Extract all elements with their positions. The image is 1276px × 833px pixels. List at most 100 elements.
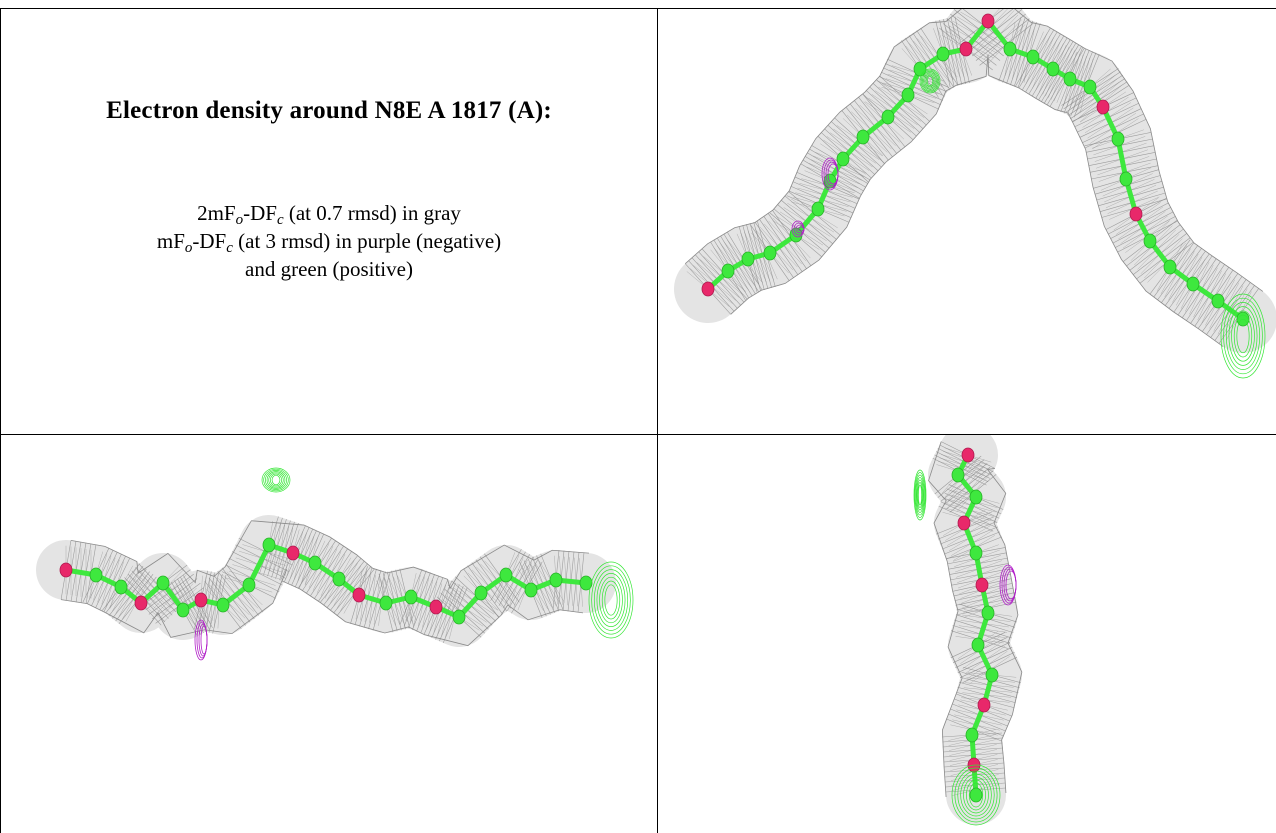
positive-mesh-line <box>261 467 291 493</box>
density-render-bottom-left <box>36 467 634 661</box>
carbon-atom <box>971 637 985 653</box>
carbon-atom <box>901 87 915 103</box>
mesh-edge <box>986 468 1023 794</box>
oxygen-atom <box>1096 99 1110 115</box>
view-top-right <box>658 9 1276 434</box>
positive-mesh-line <box>914 472 926 518</box>
oxygen-atom <box>957 515 971 531</box>
carbon-atom <box>1026 49 1040 65</box>
carbon-atom <box>881 109 895 125</box>
oxygen-atom <box>59 562 73 578</box>
positive-mesh-line <box>593 569 629 631</box>
line2-sub-c: c <box>226 240 233 256</box>
carbon-atom <box>969 787 983 803</box>
carbon-atom <box>452 609 466 625</box>
positive-mesh-line <box>917 482 923 508</box>
positive-mesh-line <box>265 470 287 490</box>
carbon-atom <box>379 595 393 611</box>
mesh-edge <box>684 9 1264 292</box>
carbon-atom <box>913 61 927 77</box>
positive-mesh-line <box>916 479 924 511</box>
carbon-atom <box>156 575 170 591</box>
carbon-atom <box>1211 293 1225 309</box>
mesh-edge <box>70 520 590 590</box>
carbon-atom <box>1003 41 1017 57</box>
line2-suffix: (at 3 rmsd) in purple (negative) <box>232 229 502 253</box>
carbon-atom <box>176 602 190 618</box>
positive-mesh-line <box>268 472 284 488</box>
carbon-atom <box>1046 61 1060 77</box>
carbon-atom <box>524 582 538 598</box>
carbon-atom <box>969 545 983 561</box>
carbon-atom <box>114 579 128 595</box>
line2-sub-o: o <box>184 240 193 256</box>
positive-mesh-line <box>601 580 621 620</box>
positive-mesh-line <box>966 779 986 811</box>
positive-mesh-line <box>1236 318 1250 354</box>
negative-mesh-line <box>200 625 208 655</box>
negative-mesh-line <box>797 226 805 232</box>
oxygen-atom <box>286 545 300 561</box>
caption-description: 2mFo-DFc (at 0.7 rmsd) in gray mFo-DFc (… <box>1 199 657 283</box>
line1-sub-c: c <box>276 212 284 228</box>
carbon-atom <box>936 46 950 62</box>
molecule-model <box>951 447 999 803</box>
positive-density-blob <box>588 561 634 639</box>
positive-mesh-line <box>925 74 935 88</box>
line1-suffix: (at 0.7 rmsd) in gray <box>283 201 461 225</box>
oxygen-atom <box>194 592 208 608</box>
carbon-atom <box>1083 79 1097 95</box>
positive-density-blob <box>261 467 291 493</box>
positive-mesh-line <box>954 767 998 823</box>
positive-mesh-line <box>968 782 984 808</box>
carbon-atom <box>965 727 979 743</box>
positive-mesh-line <box>271 474 281 486</box>
carbon-atom <box>579 575 593 591</box>
carbon-atom <box>811 201 825 217</box>
positive-mesh-line <box>963 776 989 814</box>
positive-mesh-line <box>920 69 940 93</box>
center-vertical-divider <box>657 8 658 833</box>
carbon-atom <box>216 597 230 613</box>
carbon-atom <box>89 567 103 583</box>
left-border <box>0 8 1 833</box>
positive-mesh-line <box>266 471 286 489</box>
positive-mesh-line <box>924 73 936 89</box>
positive-mesh-line <box>263 468 289 492</box>
molecule-model <box>59 537 593 625</box>
positive-mesh-line <box>1225 302 1261 370</box>
positive-mesh-line <box>915 474 925 516</box>
center-horizontal-divider <box>0 434 1276 435</box>
positive-mesh-line <box>1223 297 1263 375</box>
oxygen-atom <box>429 599 443 615</box>
oxygen-atom <box>975 577 989 593</box>
positive-mesh-line <box>915 477 925 513</box>
positive-mesh-line <box>599 576 623 624</box>
caption-line-mfo: mFo-DFc (at 3 rmsd) in purple (negative) <box>1 227 657 256</box>
positive-mesh-line <box>1233 314 1253 358</box>
positive-mesh-line <box>596 573 626 627</box>
negative-mesh-line <box>827 163 839 185</box>
carbon-atom <box>1186 276 1200 292</box>
carbon-atom <box>1063 71 1077 87</box>
carbon-atom <box>474 585 488 601</box>
mesh-edge <box>61 569 584 647</box>
line1-prefix: 2mF <box>197 201 236 225</box>
carbon-atom <box>1119 171 1133 187</box>
carbon-atom <box>499 567 513 583</box>
carbon-atom <box>1163 259 1177 275</box>
caption-cell: Electron density around N8E A 1817 (A): … <box>1 9 657 434</box>
oxygen-atom <box>981 13 995 29</box>
negative-mesh-line <box>1005 570 1017 600</box>
figure-grid: Electron density around N8E A 1817 (A): … <box>0 8 1276 833</box>
carbon-atom <box>763 245 777 261</box>
carbon-atom <box>969 489 983 505</box>
positive-mesh-line <box>919 68 941 94</box>
positive-mesh-line <box>913 469 927 521</box>
oxygen-atom <box>134 595 148 611</box>
positive-mesh-line <box>922 71 938 91</box>
carbon-atom <box>404 589 418 605</box>
carbon-atom <box>1143 233 1157 249</box>
carbon-atom <box>242 577 256 593</box>
caption-line-green: and green (positive) <box>245 257 413 281</box>
